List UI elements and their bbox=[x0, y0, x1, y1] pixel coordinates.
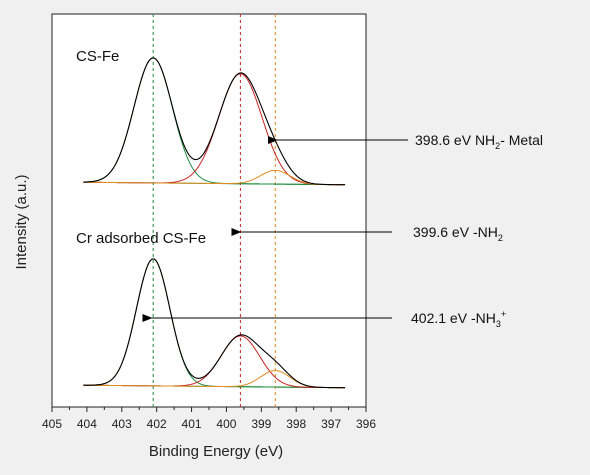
y-axis-label: Intensity (a.u.) bbox=[13, 174, 30, 269]
panel-label-2: Cr adsorbed CS-Fe bbox=[76, 230, 206, 247]
x-tick-label-405: 405 bbox=[42, 417, 62, 431]
annotation-label-1: 398.6 eV NH2- Metal bbox=[415, 132, 543, 151]
x-tick-label-397: 397 bbox=[321, 417, 341, 431]
x-tick-label-401: 401 bbox=[182, 417, 202, 431]
x-axis-label: Binding Energy (eV) bbox=[149, 443, 283, 460]
x-tick-label-402: 402 bbox=[147, 417, 167, 431]
x-tick-label-403: 403 bbox=[112, 417, 132, 431]
envelope-panel-1 bbox=[83, 57, 346, 186]
x-tick-label-400: 400 bbox=[216, 417, 236, 431]
x-tick-label-404: 404 bbox=[77, 417, 97, 431]
envelope-panel-2 bbox=[83, 258, 346, 389]
x-tick-label-396: 396 bbox=[356, 417, 376, 431]
x-tick-label-398: 398 bbox=[286, 417, 306, 431]
panel-label-1: CS-Fe bbox=[76, 48, 119, 65]
annotation-label-2: 399.6 eV -NH2 bbox=[413, 224, 503, 243]
annotation-label-3: 402.1 eV -NH3+ bbox=[411, 309, 506, 329]
component-398.6-panel-1 bbox=[83, 169, 346, 186]
plot-area bbox=[51, 13, 367, 408]
x-tick-label-399: 399 bbox=[251, 417, 271, 431]
